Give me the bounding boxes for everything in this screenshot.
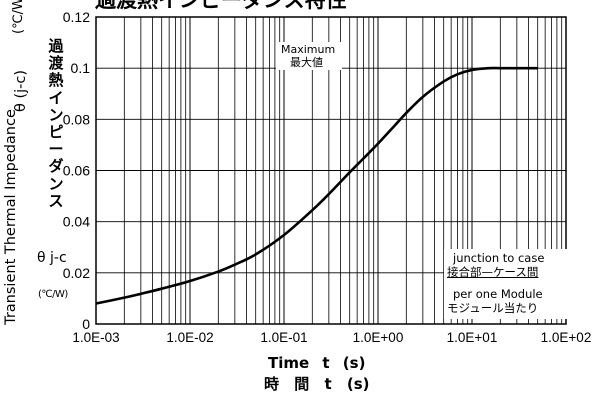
y-axis-side-symbol: θ j-c xyxy=(37,250,67,266)
series-line xyxy=(95,66,538,305)
y-tick-label: 0.06 xyxy=(63,163,90,179)
x-tick-label: 1.0E+02 xyxy=(541,330,592,345)
plot-frame xyxy=(95,16,567,325)
x-tick-label: 1.0E-03 xyxy=(72,330,119,345)
y-axis-unit-top: (℃/W) xyxy=(11,0,26,34)
x-tick-label: 1.0E+01 xyxy=(447,330,498,345)
junction-label: junction to case xyxy=(453,251,545,265)
x-tick-label: 1.0E-02 xyxy=(166,330,213,345)
y-tick-label: 0.1 xyxy=(71,60,91,76)
junction-label-box xyxy=(444,249,569,319)
y-axis-title-en: Transient Thermal Impedance xyxy=(3,109,19,325)
y-tick-label: 0.02 xyxy=(63,265,90,281)
y-axis-side-unit: (℃/W) xyxy=(38,289,68,300)
module-label: per one Module xyxy=(453,287,543,301)
x-tick-label: 1.0E+00 xyxy=(353,330,404,345)
y-axis-title-jp: 過渡熱インピーダンス xyxy=(48,37,64,210)
y-axis-symbol: θ (j-c) xyxy=(13,69,29,113)
x-tick-label: 1.0E-01 xyxy=(260,330,307,345)
module-label-jp: モジュール当たり xyxy=(447,301,539,315)
y-tick-label: 0 xyxy=(82,316,90,332)
x-axis-title-jp: 時 間 t (s) xyxy=(264,375,370,393)
junction-label-jp: 接合部—ケース間 xyxy=(447,265,539,279)
y-tick-label: 0.08 xyxy=(63,111,90,127)
tick-layer: 1.0E-03 1.0E-02 1.0E-01 1.0E+00 1.0E+01 1.0E+… xyxy=(63,9,592,345)
x-axis-title: Time t (s) xyxy=(268,354,366,372)
maximum-label-jp: 最大値 xyxy=(290,56,323,69)
maximum-label: Maximum xyxy=(281,43,336,56)
maximum-label-box xyxy=(276,42,342,70)
y-tick-label: 0.04 xyxy=(63,214,90,230)
y-tick-label: 0.12 xyxy=(63,9,90,25)
series-layer xyxy=(95,66,538,305)
chart-title: 過渡熱インピーダンス特性 xyxy=(95,0,347,12)
